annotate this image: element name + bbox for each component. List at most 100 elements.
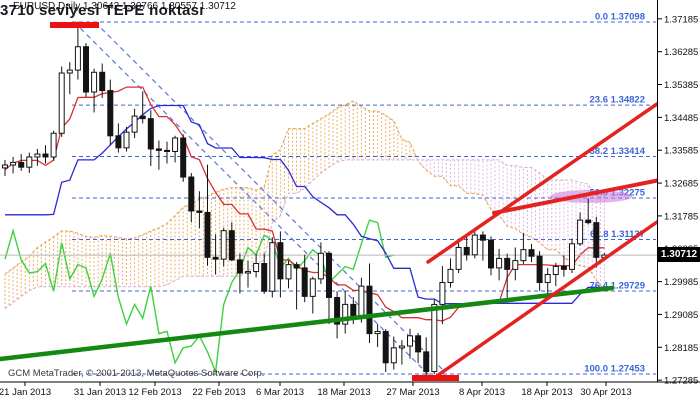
candle [374,324,381,348]
candle [277,231,284,298]
candle [269,237,276,298]
candle [245,260,251,288]
candle [569,238,575,274]
candle [18,154,25,171]
fib-level-label: 76.4 1.29729 [590,280,645,291]
candle [285,260,292,289]
price-axis-label: 1.37185 [664,14,698,25]
candle [317,242,324,284]
candle [407,328,413,359]
candle [74,21,81,80]
candle [2,159,8,176]
date-axis-label: 18 Mar 2013 [317,387,370,398]
candle [131,108,138,138]
trendlines [0,102,662,380]
candle [577,212,584,247]
candle [66,62,73,95]
price-axis-label: 1.28185 [664,343,698,354]
resistance-line-red[interactable] [492,178,662,215]
candle [107,79,114,146]
candle [180,134,187,182]
date-axis-label: 31 Jan 2013 [74,387,126,398]
candle [423,337,430,376]
date-axis-label: 12 Feb 2013 [128,387,181,398]
price-axis-label: 1.27285 [664,376,698,387]
price-axis-label: 1.31785 [664,211,698,222]
bottom-highlight-bar[interactable] [412,375,459,381]
candle [164,141,170,164]
date-axis-label: 8 Apr 2013 [459,387,505,398]
candle [471,230,478,259]
fib-level-label: 61.8 1.31137 [590,229,645,240]
candle [293,262,300,310]
candle [34,148,41,166]
symbol-ohlc-header: EURUSD,Daily 1.30642 1.30766 1.30557 1.3… [13,1,236,12]
candle [172,135,179,163]
candle [536,251,543,291]
candle [585,198,592,225]
fib-level-label: 0.0 1.37098 [595,12,645,23]
copyright-text: GCM MetaTrader, © 2001-2013, MetaQuotes … [8,368,265,379]
candle [309,276,316,314]
candle [253,253,260,278]
current-price-box: 1.30712 [658,247,700,262]
date-axis-label: 30 Apr 2013 [580,387,631,398]
date-axis-label: 18 Apr 2013 [521,387,572,398]
price-axis-label: 1.34485 [664,113,698,124]
candle [390,336,397,370]
candle [301,254,308,303]
candle [415,332,422,364]
candle [496,248,503,281]
channel-lower-red[interactable] [432,220,659,380]
candle [261,253,268,294]
fib-level-label: 100.0 1.27453 [584,364,645,375]
candle [139,91,146,124]
candle [83,43,89,97]
candle [212,234,219,275]
candle [512,247,519,281]
candle [196,191,203,229]
candle [155,140,162,170]
candle [342,291,349,334]
candle [447,258,454,288]
candle [188,173,195,223]
price-axis-label: 1.29985 [664,277,698,288]
channel-upper-red[interactable] [426,102,659,264]
date-axis-label: 22 Feb 2013 [192,387,245,398]
candle [431,299,438,375]
candle [398,340,405,365]
candle [115,123,122,153]
candle [479,231,486,261]
top-highlight-bar[interactable] [50,22,99,28]
candle [366,263,373,344]
candles [2,21,608,376]
candle [236,253,243,294]
date-axis-label: 6 Mar 2013 [256,387,304,398]
candle [220,227,227,267]
candle [58,66,65,137]
candle [488,236,494,276]
candle [382,329,389,372]
candle [528,243,535,263]
price-axis-label: 1.36285 [664,47,698,58]
price-axis-label: 1.35385 [664,80,698,91]
candle [439,266,446,325]
date-axis-label: 21 Jan 2013 [0,387,51,398]
candle [455,238,462,274]
fib-level-label: 38.2 1.33414 [590,146,646,157]
candle [593,216,600,268]
price-axis-label: 1.29085 [664,310,698,321]
candle [520,232,527,265]
candle [91,68,98,113]
support-trendline-green[interactable] [0,285,615,362]
date-axis-label: 27 Mar 2013 [386,387,439,398]
fib-level-label: 23.6 1.34822 [590,95,645,106]
highlight-bars [50,22,459,381]
candle [99,63,106,98]
chart-annotation-text: 3710 seviyesi TEPE noktası [0,2,204,19]
candle [147,110,154,167]
candle [204,164,211,266]
